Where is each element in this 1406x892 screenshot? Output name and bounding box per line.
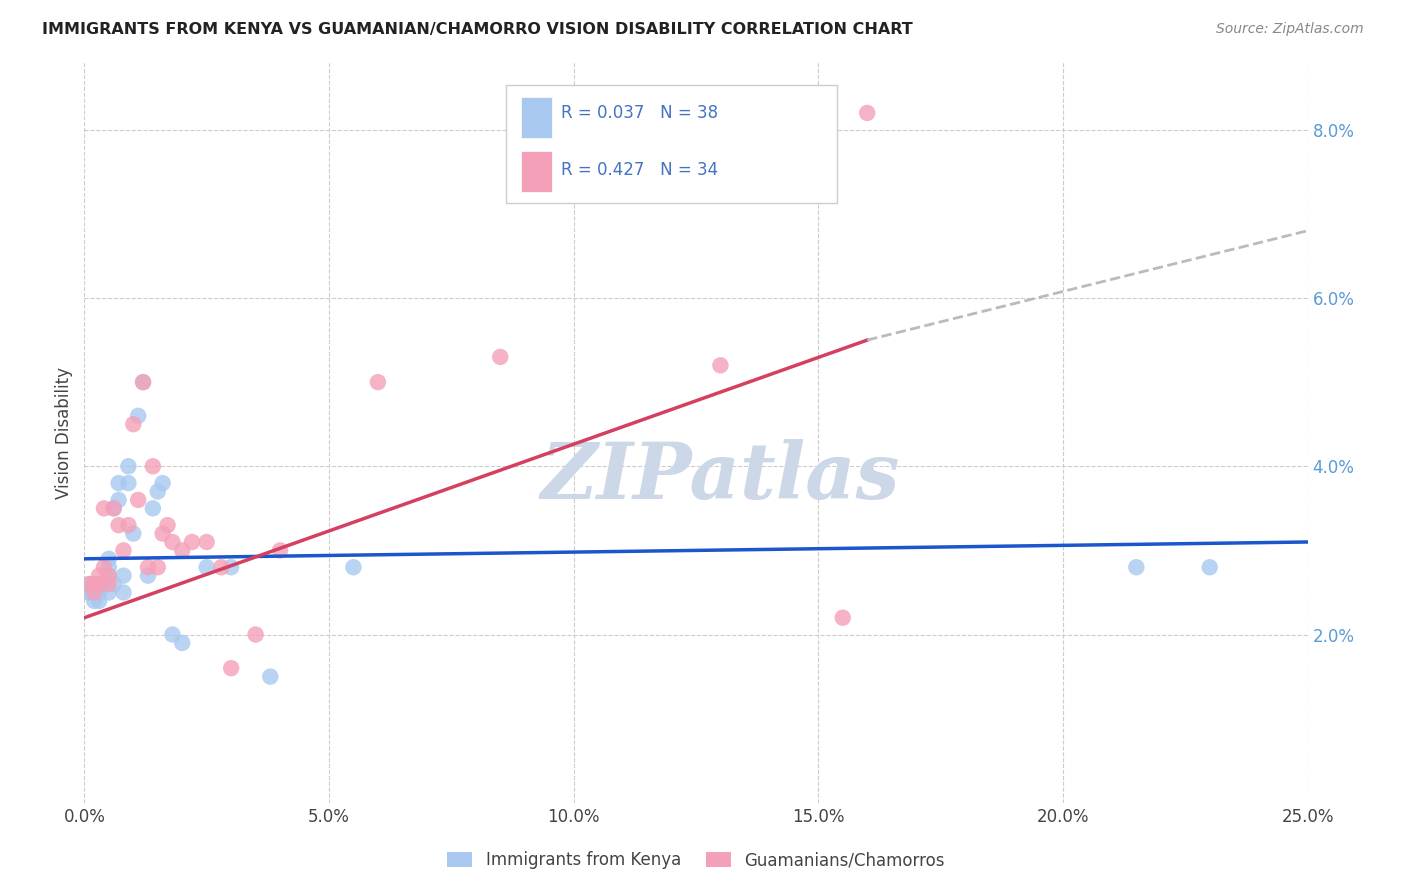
Text: IMMIGRANTS FROM KENYA VS GUAMANIAN/CHAMORRO VISION DISABILITY CORRELATION CHART: IMMIGRANTS FROM KENYA VS GUAMANIAN/CHAMO… xyxy=(42,22,912,37)
Text: R = 0.037   N = 38: R = 0.037 N = 38 xyxy=(561,103,718,122)
Point xyxy=(162,627,184,641)
Text: ZIPatlas: ZIPatlas xyxy=(541,439,900,516)
Point xyxy=(107,518,129,533)
Point xyxy=(162,535,184,549)
Point xyxy=(132,375,155,389)
Point xyxy=(97,560,120,574)
Point xyxy=(97,568,120,582)
Point xyxy=(142,459,165,474)
Point xyxy=(93,577,115,591)
Point xyxy=(142,501,165,516)
Point xyxy=(103,501,125,516)
Point xyxy=(1125,560,1147,574)
Point xyxy=(831,610,853,624)
Point xyxy=(122,526,145,541)
Point xyxy=(97,551,120,566)
Point xyxy=(709,359,731,373)
Point xyxy=(87,577,110,591)
Point xyxy=(132,375,155,389)
Point xyxy=(146,560,169,574)
Point xyxy=(112,585,135,599)
Point xyxy=(83,577,105,591)
Point xyxy=(103,501,125,516)
Y-axis label: Vision Disability: Vision Disability xyxy=(55,367,73,499)
Point xyxy=(93,501,115,516)
Point xyxy=(77,577,100,591)
Point xyxy=(127,409,149,423)
Point xyxy=(83,577,105,591)
Point xyxy=(342,560,364,574)
Point xyxy=(122,417,145,432)
Point xyxy=(93,560,115,574)
Point xyxy=(83,585,105,599)
Point xyxy=(77,577,100,591)
Point xyxy=(83,594,105,608)
Point xyxy=(181,535,204,549)
Point xyxy=(97,568,120,582)
Point xyxy=(219,560,242,574)
Point xyxy=(87,585,110,599)
Point xyxy=(219,661,242,675)
Point xyxy=(195,535,218,549)
Point xyxy=(83,585,105,599)
Point xyxy=(117,518,139,533)
Point xyxy=(107,492,129,507)
Point xyxy=(112,568,135,582)
Point xyxy=(93,577,115,591)
Point xyxy=(152,526,174,541)
Point xyxy=(269,543,291,558)
Point xyxy=(489,350,512,364)
Point xyxy=(136,560,159,574)
Point xyxy=(103,577,125,591)
FancyBboxPatch shape xyxy=(506,85,837,203)
Point xyxy=(97,577,120,591)
Point xyxy=(195,560,218,574)
Point xyxy=(152,476,174,491)
Point xyxy=(136,568,159,582)
Point xyxy=(117,459,139,474)
Text: Source: ZipAtlas.com: Source: ZipAtlas.com xyxy=(1216,22,1364,37)
Point xyxy=(856,106,879,120)
Point xyxy=(367,375,389,389)
Point xyxy=(127,492,149,507)
Point xyxy=(172,543,194,558)
Point xyxy=(209,560,232,574)
Bar xyxy=(522,152,551,192)
Point xyxy=(172,636,194,650)
Text: R = 0.427   N = 34: R = 0.427 N = 34 xyxy=(561,161,718,178)
Point xyxy=(87,577,110,591)
Point xyxy=(97,585,120,599)
Bar xyxy=(522,97,551,138)
Point xyxy=(112,543,135,558)
Point xyxy=(77,585,100,599)
Point xyxy=(77,585,100,599)
Point xyxy=(259,670,281,684)
Point xyxy=(156,518,179,533)
Point xyxy=(245,627,267,641)
Point xyxy=(107,476,129,491)
Point xyxy=(1198,560,1220,574)
Point xyxy=(87,594,110,608)
Point xyxy=(146,484,169,499)
Point xyxy=(117,476,139,491)
Point xyxy=(87,568,110,582)
Legend: Immigrants from Kenya, Guamanians/Chamorros: Immigrants from Kenya, Guamanians/Chamor… xyxy=(440,845,952,876)
